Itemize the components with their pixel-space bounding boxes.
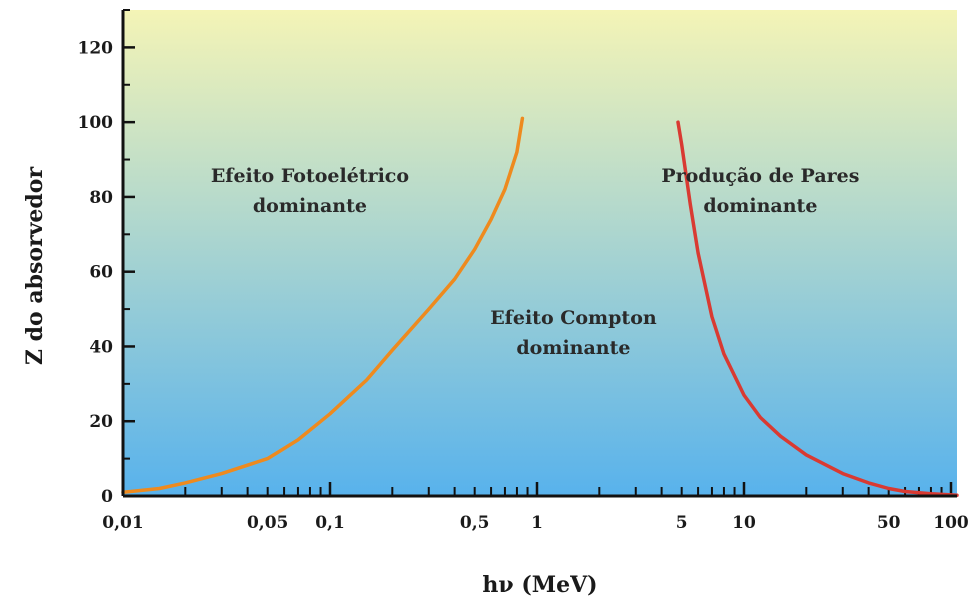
region-label-2: dominante xyxy=(703,195,817,217)
region-label-2: Produção de Pares xyxy=(661,165,859,187)
region-label-1: Efeito Compton xyxy=(490,307,657,329)
y-tick-label: 100 xyxy=(78,113,114,133)
x-tick-label: 0,01 xyxy=(102,513,143,533)
x-tick-label: 10 xyxy=(732,513,756,533)
x-tick-label: 100 xyxy=(933,513,969,533)
y-tick-label: 20 xyxy=(89,412,113,432)
x-tick-label: 5 xyxy=(676,513,688,533)
region-label-0: Efeito Fotoelétrico xyxy=(211,165,409,187)
plot-area xyxy=(123,10,957,496)
series-1-line xyxy=(676,120,959,498)
y-tick-label: 60 xyxy=(89,263,113,283)
y-tick-label: 80 xyxy=(89,188,113,208)
x-axis-label: hν (MeV) xyxy=(482,572,597,598)
y-tick-label: 120 xyxy=(78,38,114,58)
x-tick-label: 50 xyxy=(877,513,901,533)
x-tick-label: 0,1 xyxy=(315,513,345,533)
y-tick-label: 40 xyxy=(89,337,113,357)
x-tick-label: 0,5 xyxy=(460,513,490,533)
x-tick-label: 0,05 xyxy=(247,513,288,533)
series-0-line xyxy=(121,116,525,495)
y-tick-label: 0 xyxy=(101,487,113,507)
y-axis-label: Z do absorvedor xyxy=(22,167,48,366)
region-label-1: dominante xyxy=(516,337,630,359)
region-label-0: dominante xyxy=(253,195,367,217)
x-tick-label: 1 xyxy=(531,513,543,533)
